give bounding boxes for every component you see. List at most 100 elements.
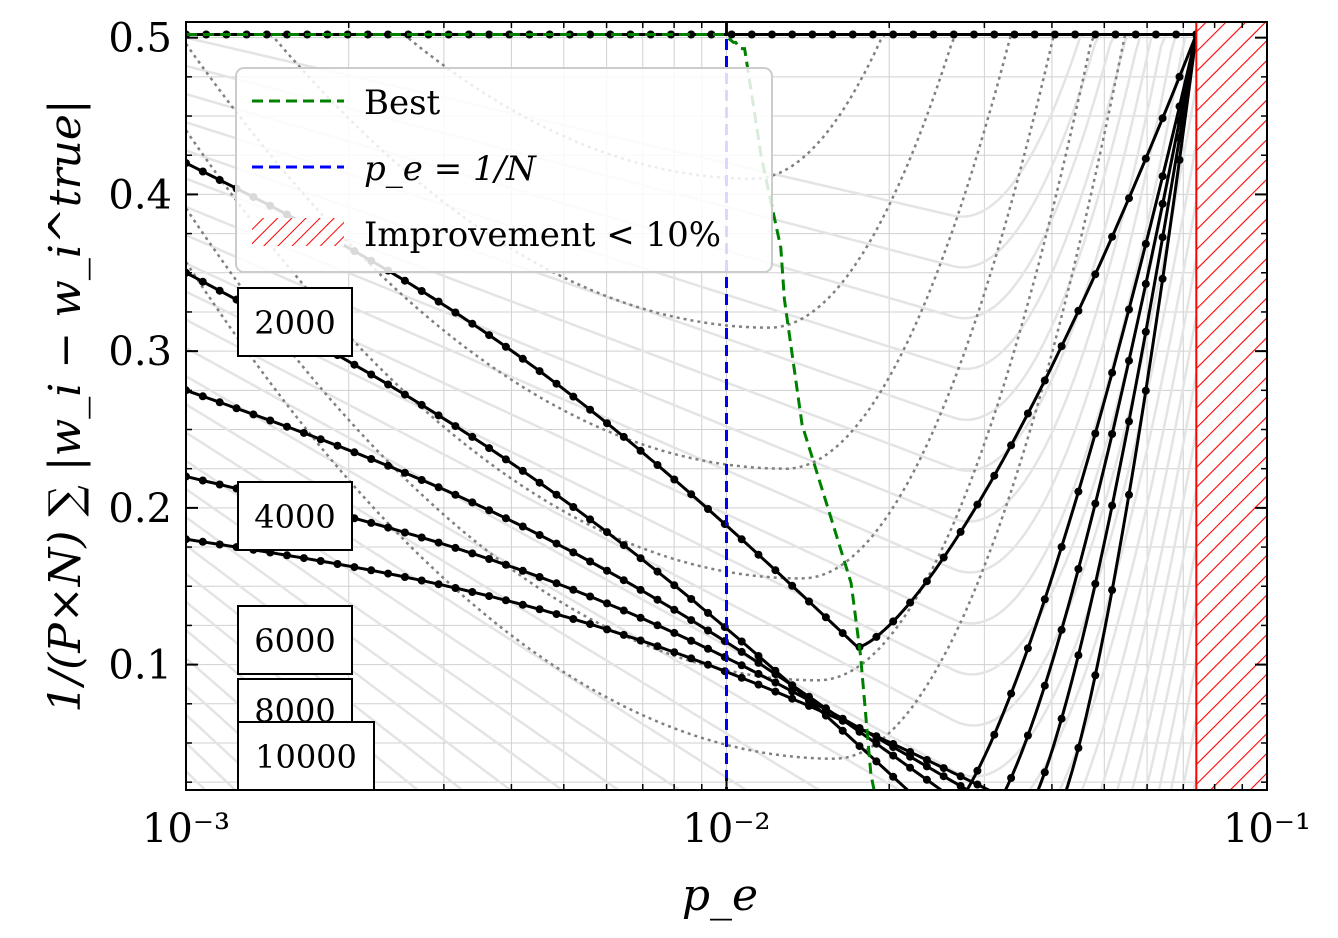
series-point (417, 476, 426, 484)
series-point (367, 566, 376, 575)
series-point (1125, 490, 1133, 499)
series-point (468, 432, 477, 441)
series-point (754, 680, 763, 689)
series-point (687, 654, 696, 663)
series-point (838, 726, 847, 735)
series-point (889, 617, 898, 626)
series-point (518, 600, 527, 609)
series-point (603, 599, 611, 608)
series-point (569, 615, 578, 623)
series-point (586, 592, 595, 601)
series-point (1141, 327, 1150, 336)
series-point (1108, 232, 1117, 241)
series-point (872, 757, 881, 766)
series-point (1091, 270, 1100, 279)
series-point (552, 379, 561, 388)
series-point (653, 642, 662, 651)
series-point (451, 584, 460, 592)
series-point (434, 297, 443, 306)
background-curve (186, 257, 1198, 790)
series-point (468, 549, 477, 558)
series-point (788, 694, 797, 703)
series-point (552, 579, 561, 588)
series-point (939, 772, 948, 781)
series-point (949, 30, 958, 39)
series-point (586, 620, 595, 629)
series-point (198, 537, 207, 546)
series-point (198, 167, 207, 176)
series-point (501, 560, 510, 569)
series-point (586, 515, 595, 524)
series-point (384, 569, 393, 578)
legend-improvement-label: Improvement < 10% (364, 215, 721, 255)
series-point (889, 751, 898, 760)
series-point (1158, 114, 1167, 123)
series-point (939, 553, 948, 562)
series-point (384, 380, 393, 389)
series-point (1108, 430, 1117, 438)
series-point (1108, 501, 1117, 510)
series-point (350, 563, 359, 572)
series-point (434, 580, 443, 589)
series-point (670, 605, 679, 614)
x-tick-label: 10⁻² (682, 806, 770, 852)
series-point (973, 766, 982, 775)
series-point (653, 621, 662, 630)
series-point (828, 30, 837, 39)
series-point (434, 411, 443, 420)
series-point (973, 500, 982, 509)
series-point (889, 30, 898, 39)
series-point (1057, 625, 1066, 634)
series-point (603, 419, 611, 428)
series-point (535, 367, 544, 376)
series-point (805, 696, 813, 705)
series-point (687, 490, 696, 499)
series-point (771, 670, 780, 678)
series-point (788, 681, 797, 690)
legend: Best p_e = 1/N Improvement < 10% (235, 67, 773, 273)
series-point (788, 687, 797, 696)
series-point (636, 613, 645, 622)
series-point (333, 560, 342, 568)
hatch-fill (1196, 22, 1267, 790)
series-point (704, 608, 712, 617)
series-point (535, 478, 544, 487)
series-point (653, 461, 662, 469)
series-point (518, 354, 527, 363)
y-tick-label: 0.5 (108, 16, 172, 62)
series-point (266, 416, 275, 425)
series-point (215, 286, 224, 295)
series-point (603, 528, 611, 537)
series-point (485, 506, 494, 515)
series-point (501, 455, 510, 464)
series-point (1057, 714, 1066, 723)
series-point (215, 480, 224, 489)
background-curve (186, 33, 1197, 574)
series-point (1023, 644, 1032, 653)
series-point (687, 636, 696, 645)
best-line (186, 33, 876, 790)
series-point (603, 566, 611, 575)
series-point (653, 567, 662, 576)
series-point (1141, 239, 1150, 248)
series-point (535, 573, 544, 581)
y-axis-label: 1/(P×N) ∑ |w_i − w_i^true| (40, 99, 91, 712)
series-point (727, 30, 736, 39)
series-point (1040, 768, 1049, 777)
series-point (451, 543, 460, 552)
ticks: 10⁻³ 10⁻² 10⁻¹ 0.1 0.2 0.3 0.4 0.5 (108, 16, 1311, 852)
series-point (619, 432, 628, 441)
series-point (909, 30, 918, 39)
series-point (1074, 743, 1083, 752)
series-point (586, 405, 595, 414)
series-point (808, 30, 817, 39)
series-point (417, 576, 426, 585)
series-point (889, 740, 898, 748)
series-point (1125, 194, 1133, 203)
series-point (771, 687, 780, 696)
series-point (1091, 429, 1100, 438)
series-point (788, 581, 797, 590)
series-point (805, 597, 813, 606)
best-path (186, 33, 876, 790)
series-point (771, 566, 780, 575)
